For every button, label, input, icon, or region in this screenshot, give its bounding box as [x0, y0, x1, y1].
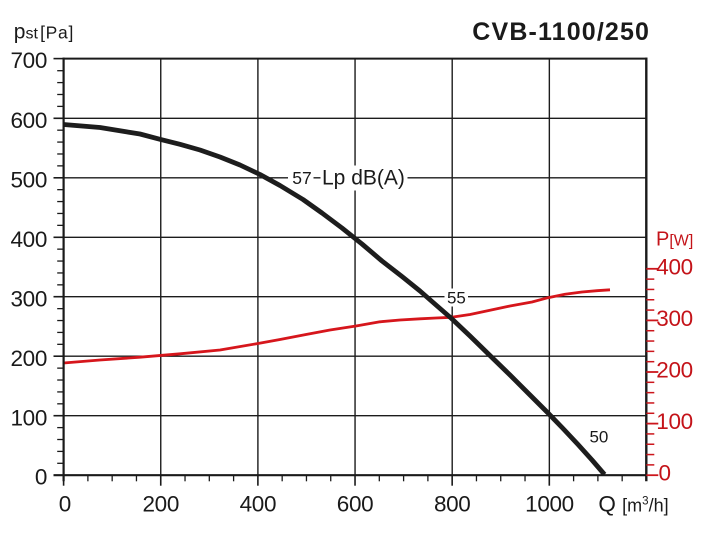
svg-text:50: 50 [589, 427, 608, 446]
svg-text:500: 500 [11, 167, 48, 192]
svg-text:400: 400 [656, 255, 693, 280]
svg-text:600: 600 [11, 108, 48, 133]
svg-text:0: 0 [35, 464, 47, 489]
svg-text:55: 55 [447, 288, 466, 307]
svg-text:700: 700 [11, 48, 48, 73]
svg-text:200: 200 [656, 358, 693, 383]
svg-text:200: 200 [143, 491, 180, 516]
svg-text:1000: 1000 [525, 491, 574, 516]
svg-text:800: 800 [434, 491, 471, 516]
svg-text:57: 57 [292, 168, 311, 188]
svg-text:0: 0 [659, 461, 671, 486]
svg-text:400: 400 [240, 491, 277, 516]
svg-text:0: 0 [59, 491, 71, 516]
svg-text:300: 300 [656, 306, 693, 331]
svg-text:400: 400 [11, 227, 48, 252]
svg-text:CVB-1100/250: CVB-1100/250 [472, 18, 650, 46]
svg-text:600: 600 [337, 491, 374, 516]
svg-text:P[W]: P[W] [656, 228, 693, 250]
svg-text:200: 200 [11, 346, 48, 371]
svg-text:Lp dB(A): Lp dB(A) [322, 166, 405, 189]
svg-text:100: 100 [656, 409, 693, 434]
svg-text:300: 300 [11, 286, 48, 311]
svg-text:100: 100 [11, 405, 48, 430]
svg-text:Q [m3/h]: Q [m3/h] [598, 492, 668, 517]
svg-text:pst [Pa]: pst [Pa] [14, 21, 74, 44]
